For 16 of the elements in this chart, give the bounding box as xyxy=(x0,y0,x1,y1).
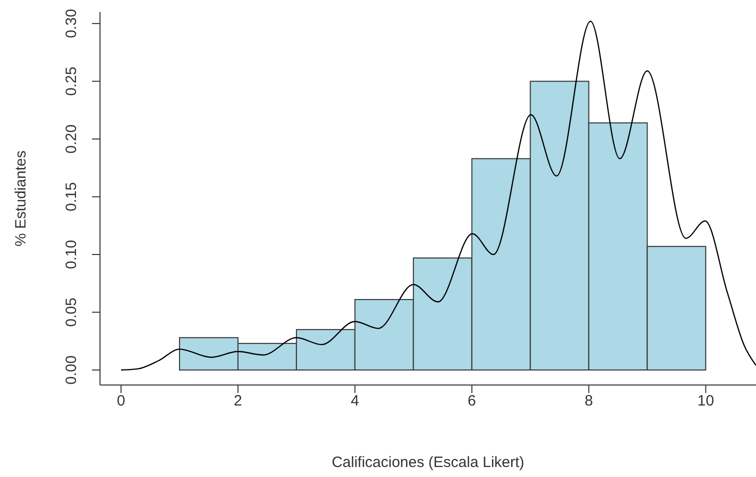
y-axis-title: % Estudiantes xyxy=(12,150,30,246)
x-tick-label: 10 xyxy=(697,392,714,410)
y-tick-label: 0.00 xyxy=(63,355,80,385)
y-tick-label: 0.20 xyxy=(63,124,80,154)
x-tick-label: 8 xyxy=(584,392,593,410)
y-tick-label: 0.25 xyxy=(63,66,80,96)
y-tick-label: 0.05 xyxy=(63,298,80,327)
x-axis-title: Calificaciones (Escala Likert) xyxy=(332,454,524,471)
line-series xyxy=(120,20,756,371)
y-tick-label: 0.10 xyxy=(63,240,80,270)
x-tick-label: 0 xyxy=(116,392,126,410)
y-tick-label: 0.30 xyxy=(63,8,80,38)
x-tick-label: 6 xyxy=(468,392,476,410)
y-tick-label: 0.15 xyxy=(63,182,80,212)
x-tick-label: 2 xyxy=(234,392,242,410)
x-tick-label: 4 xyxy=(350,392,360,410)
